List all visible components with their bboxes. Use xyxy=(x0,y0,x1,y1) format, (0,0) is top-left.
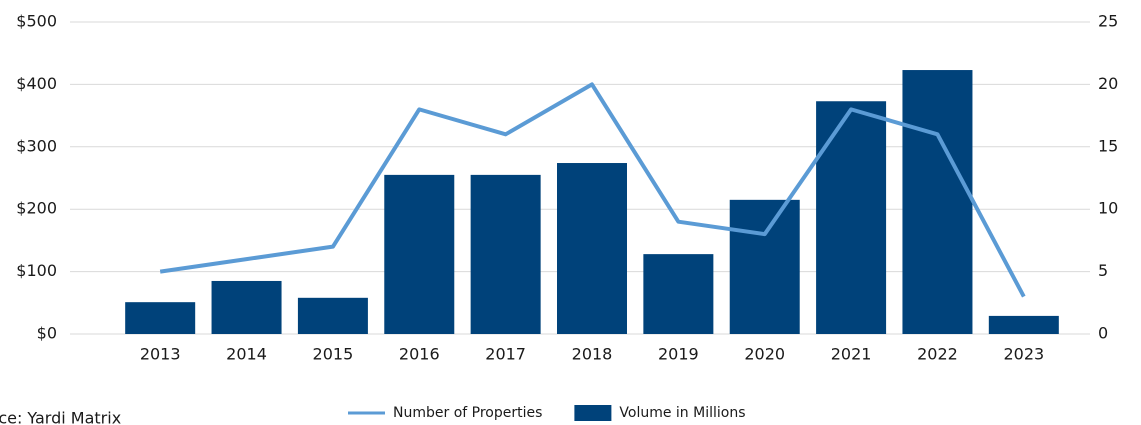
y2-tick-label: 0 xyxy=(1098,324,1108,343)
bar xyxy=(384,174,455,334)
y-tick-label: $300 xyxy=(16,136,57,155)
bar xyxy=(643,254,714,334)
bar xyxy=(297,297,368,334)
bar xyxy=(729,199,800,334)
y-tick-label: $400 xyxy=(16,74,57,93)
x-tick-label: 2015 xyxy=(313,345,354,364)
x-tick-label: 2021 xyxy=(831,345,872,364)
bar xyxy=(816,101,887,334)
y2-tick-label: 5 xyxy=(1098,261,1108,280)
y-tick-label: $200 xyxy=(16,199,57,218)
y2-tick-label: 20 xyxy=(1098,74,1118,93)
bar xyxy=(211,280,282,334)
x-tick-label: 2013 xyxy=(140,345,181,364)
bar xyxy=(902,70,973,334)
line xyxy=(159,82,1026,298)
y-tick-label: $0 xyxy=(37,324,57,343)
x-tick-label: 2017 xyxy=(485,345,526,364)
x-tick-label: 2014 xyxy=(226,345,267,364)
y2-tick-label: 10 xyxy=(1098,199,1118,218)
legend-label: Number of Properties xyxy=(393,405,542,421)
x-tick-label: 2019 xyxy=(658,345,699,364)
x-tick-label: 2023 xyxy=(1003,345,1044,364)
bar xyxy=(557,163,627,334)
bar xyxy=(988,315,1059,334)
source-note: Source: Yardi Matrix xyxy=(0,409,121,425)
x-tick-label: 2018 xyxy=(572,345,613,364)
y2-tick-label: 25 xyxy=(1098,12,1118,31)
x-tick-label: 2020 xyxy=(744,345,785,364)
y-tick-label: $500 xyxy=(16,12,57,31)
x-tick-label: 2016 xyxy=(399,345,440,364)
bar xyxy=(470,174,541,334)
legend-swatch xyxy=(574,405,612,421)
y2-tick-label: 15 xyxy=(1098,136,1118,155)
x-tick-label: 2022 xyxy=(917,345,958,364)
bar xyxy=(125,302,196,334)
y-tick-label: $100 xyxy=(16,261,57,280)
legend-label: Volume in Millions xyxy=(619,405,745,421)
